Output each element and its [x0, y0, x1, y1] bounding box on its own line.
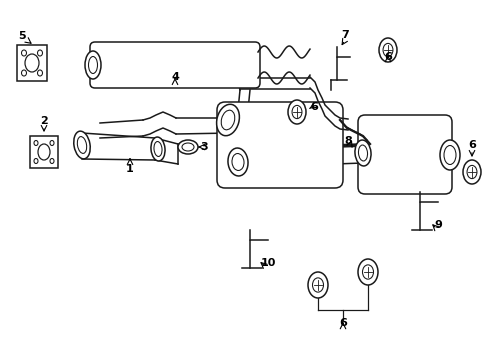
Ellipse shape	[439, 140, 459, 170]
Text: 3: 3	[200, 142, 207, 152]
Ellipse shape	[358, 145, 367, 161]
Ellipse shape	[382, 44, 392, 57]
Ellipse shape	[291, 105, 301, 118]
FancyBboxPatch shape	[30, 136, 58, 168]
Ellipse shape	[178, 140, 198, 154]
Text: 6: 6	[338, 318, 346, 328]
Ellipse shape	[21, 70, 26, 76]
FancyBboxPatch shape	[17, 45, 47, 81]
Ellipse shape	[151, 137, 165, 161]
Text: 9: 9	[433, 220, 441, 230]
Ellipse shape	[38, 144, 50, 160]
Ellipse shape	[77, 136, 86, 153]
Ellipse shape	[462, 160, 480, 184]
Ellipse shape	[221, 110, 234, 130]
Text: 5: 5	[18, 31, 26, 41]
Text: 10: 10	[260, 258, 275, 268]
Ellipse shape	[154, 141, 162, 157]
Text: 6: 6	[467, 140, 475, 150]
Text: 6: 6	[383, 52, 391, 62]
Ellipse shape	[357, 259, 377, 285]
Ellipse shape	[25, 54, 39, 72]
Ellipse shape	[50, 140, 54, 145]
Ellipse shape	[443, 145, 455, 165]
Text: 7: 7	[341, 30, 348, 40]
Ellipse shape	[34, 140, 38, 145]
FancyBboxPatch shape	[357, 115, 451, 194]
Ellipse shape	[227, 148, 247, 176]
Text: 8: 8	[344, 136, 351, 146]
Ellipse shape	[74, 131, 90, 159]
Text: 6: 6	[309, 102, 317, 112]
Ellipse shape	[466, 165, 476, 179]
Ellipse shape	[312, 278, 323, 292]
Ellipse shape	[50, 158, 54, 163]
Ellipse shape	[231, 153, 244, 171]
Text: 1: 1	[126, 164, 134, 174]
Ellipse shape	[182, 143, 194, 151]
Ellipse shape	[362, 265, 373, 279]
Ellipse shape	[38, 70, 42, 76]
Ellipse shape	[38, 50, 42, 56]
Ellipse shape	[85, 51, 101, 79]
Text: 4: 4	[171, 72, 179, 82]
Ellipse shape	[216, 104, 239, 136]
Ellipse shape	[21, 50, 26, 56]
FancyBboxPatch shape	[217, 102, 342, 188]
Ellipse shape	[34, 158, 38, 163]
Ellipse shape	[307, 272, 327, 298]
Ellipse shape	[88, 57, 97, 73]
Ellipse shape	[287, 100, 305, 124]
FancyBboxPatch shape	[90, 42, 260, 88]
Text: 2: 2	[40, 116, 48, 126]
Ellipse shape	[354, 140, 370, 166]
Ellipse shape	[378, 38, 396, 62]
